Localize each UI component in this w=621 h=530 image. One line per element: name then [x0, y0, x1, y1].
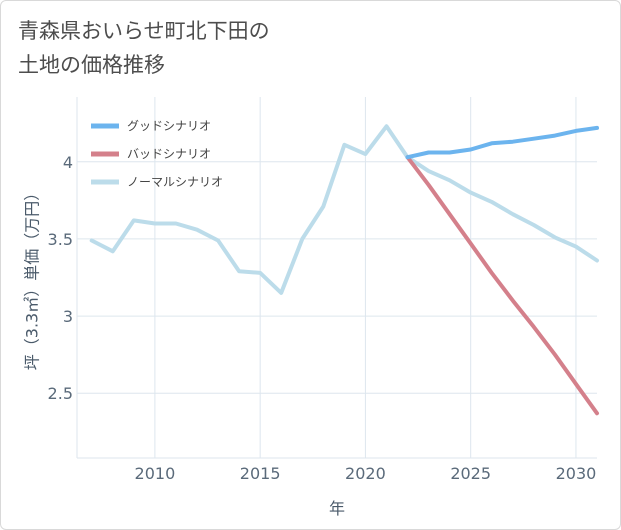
- y-tick-label: 3.5: [48, 230, 73, 249]
- chart-title: 青森県おいらせ町北下田の 土地の価格推移: [18, 14, 378, 82]
- series-line: [405, 155, 599, 416]
- x-tick-label: 2010: [135, 464, 176, 483]
- y-tick-label: 2.5: [48, 384, 73, 403]
- chart-title-line-2: 土地の価格推移: [18, 53, 165, 77]
- x-tick-label: 2030: [556, 464, 597, 483]
- x-tick-label: 2025: [450, 464, 491, 483]
- legend-label: グッドシナリオ: [127, 119, 211, 133]
- legend-label: ノーマルシナリオ: [127, 175, 223, 189]
- y-tick-label: 4: [63, 153, 73, 172]
- legend-label: バッドシナリオ: [127, 147, 211, 161]
- series-line: [405, 125, 599, 160]
- x-axis-ticks: 2010 2015 2020 2025 2030: [135, 464, 597, 483]
- y-axis-title: 坪（3.3㎡）単価（万円）: [23, 185, 42, 370]
- chart-title-line-1: 青森県おいらせ町北下田の: [18, 19, 270, 43]
- series-line: [89, 124, 599, 295]
- x-tick-label: 2020: [345, 464, 386, 483]
- grid-lines: [76, 97, 597, 459]
- x-tick-label: 2015: [240, 464, 281, 483]
- y-axis-ticks: 2.5 3 3.5 4: [48, 153, 73, 403]
- x-axis-title: 年: [329, 499, 345, 518]
- series-lines: [89, 124, 599, 416]
- y-tick-label: 3: [63, 307, 73, 326]
